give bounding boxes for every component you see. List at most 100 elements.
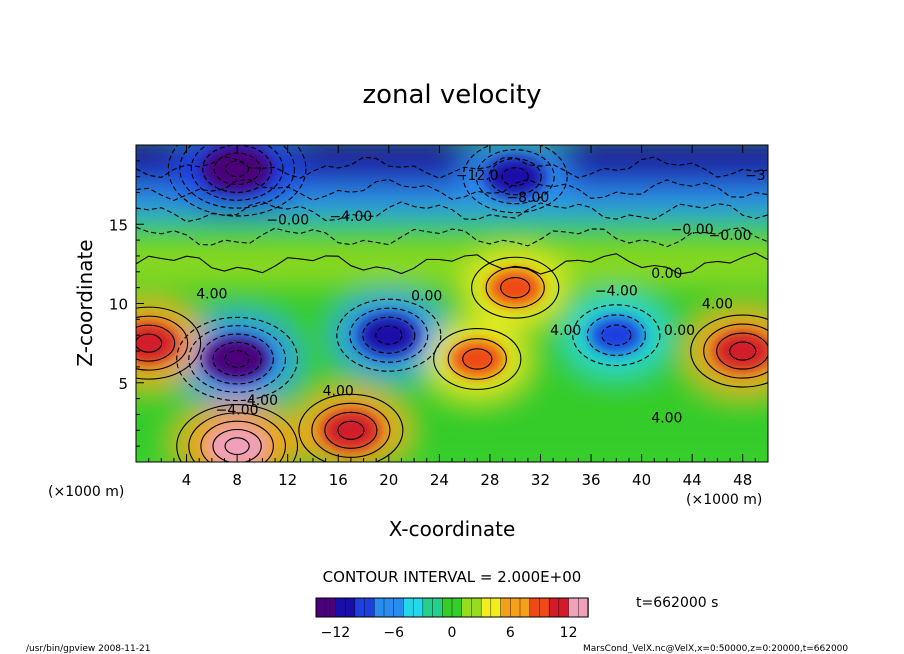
colorbar-segment (442, 597, 453, 618)
contour-line (447, 338, 507, 380)
colorbar-tick-label: −12 (321, 625, 351, 641)
colorbar (315, 597, 589, 618)
field-band (136, 216, 768, 249)
contour-line (200, 420, 274, 462)
contour-line (298, 393, 404, 462)
contour-line (324, 411, 378, 449)
contour-line (200, 333, 274, 385)
feature-core (136, 323, 179, 364)
x-tick-label: 32 (531, 471, 550, 489)
contour-line (224, 350, 250, 368)
contour-label: −3 (745, 168, 766, 184)
colorbar-segment (500, 597, 511, 618)
contour-label: −12.0 (456, 168, 499, 184)
contour-line (188, 325, 286, 393)
footer-left: /usr/bin/gpview 2008-11-21 (26, 644, 150, 654)
colorbar-frame (315, 597, 589, 618)
contour-line (136, 201, 768, 223)
colorbar-segment (529, 597, 541, 618)
contour-label: −4.00 (595, 284, 638, 300)
x-tick-label: 44 (683, 471, 702, 489)
field-band (136, 248, 768, 280)
contour-line (213, 152, 261, 186)
contour-line (136, 226, 768, 248)
contour-label: 0.00 (664, 323, 695, 339)
colorbar-segment (422, 597, 434, 618)
colorbar-segment (480, 597, 492, 618)
colorbar-segment (364, 597, 375, 618)
contour-line (362, 316, 416, 354)
contour-label: 4.00 (323, 383, 354, 399)
contour-label: 4.00 (247, 393, 278, 409)
contour-line (729, 341, 757, 361)
colorbar-segment (354, 597, 366, 618)
contour-line (475, 149, 555, 205)
contour-line (462, 348, 493, 370)
contour-line (136, 178, 768, 201)
contour-line (225, 160, 250, 178)
colorbar-segment (315, 597, 327, 618)
colorbar-segment (519, 597, 531, 618)
colorbar-segment (451, 597, 463, 618)
chart-title: zonal velocity (362, 80, 541, 110)
feature-core (204, 337, 270, 381)
contour-line (136, 156, 768, 179)
contour-line (136, 315, 189, 371)
contour-label: −4.00 (216, 402, 259, 418)
x-unit-right: (×1000 m) (686, 492, 762, 508)
feature-core (488, 269, 543, 306)
colorbar-segment (558, 597, 570, 618)
contour-label: 4.00 (550, 323, 581, 339)
contour-line (433, 328, 522, 390)
colorbar-segment (490, 597, 502, 618)
contour-line (349, 307, 429, 363)
x-tick-label: 4 (182, 471, 192, 489)
contour-line (336, 298, 442, 372)
heatmap-field (136, 145, 768, 462)
colorbar-segment (461, 597, 473, 618)
contour-line (572, 304, 661, 367)
colorbar-segment (325, 597, 337, 618)
feature-core (321, 410, 381, 451)
contour-line (485, 266, 545, 309)
colorbar-segment (510, 597, 521, 618)
contour-line (601, 324, 632, 346)
y-tick-label: 15 (109, 216, 128, 234)
feature-core (589, 317, 644, 354)
colorbar-segment (568, 597, 579, 618)
contour-label: 0.00 (651, 266, 682, 282)
contour-line (179, 145, 295, 209)
contour-label: −0.00 (266, 212, 309, 228)
feature-core (201, 145, 273, 193)
x-unit-left: (×1000 m) (48, 484, 124, 500)
contour-line (136, 252, 768, 275)
contour-interval: CONTOUR INTERVAL = 2.000E+00 (323, 568, 582, 586)
feature-core (450, 340, 505, 378)
colorbar-segment (578, 597, 589, 618)
contour-line (375, 325, 403, 345)
y-axis: 5 10 15 (109, 160, 144, 447)
contour-line (703, 323, 768, 379)
contour-label: 0.00 (411, 288, 442, 304)
time-label: t=662000 s (636, 595, 718, 611)
contour-label: 4.00 (196, 287, 227, 303)
contour-label: 4.00 (702, 296, 733, 312)
colorbar-tick-label: 0 (448, 625, 457, 641)
contour-label: −4.00 (329, 209, 372, 225)
colorbar-segment (335, 597, 346, 618)
colorbar-segment (403, 597, 414, 618)
contour-line (167, 145, 307, 217)
colorbar-segment (471, 597, 482, 618)
contour-label: −0.00 (709, 228, 752, 244)
colorbar-tick-label: 12 (560, 625, 578, 641)
colorbar-segment (412, 597, 424, 618)
contour-line (136, 324, 176, 362)
contour-line (188, 412, 286, 462)
x-tick-label: 28 (480, 471, 499, 489)
x-tick-label: 12 (278, 471, 297, 489)
contour-line (176, 404, 299, 462)
feature-core (713, 331, 768, 372)
contour-line (136, 333, 163, 353)
feature-core (485, 156, 545, 197)
